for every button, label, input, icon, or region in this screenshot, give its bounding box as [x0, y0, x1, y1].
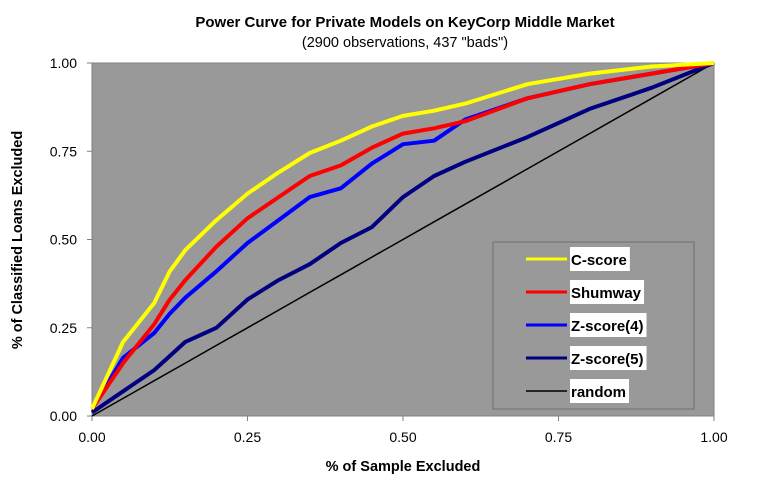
- y-tick-label: 0.25: [50, 320, 77, 336]
- x-tick-label: 0.50: [389, 429, 416, 445]
- series-line-random: [91, 62, 715, 417]
- legend-label-bg: [570, 280, 645, 304]
- legend-label: Shumway: [571, 285, 642, 302]
- chart-title: Power Curve for Private Models on KeyCor…: [195, 14, 614, 31]
- x-tick-label: 0.25: [234, 429, 261, 445]
- chart-subtitle: (2900 observations, 437 "bads"): [302, 35, 508, 51]
- y-tick-label: 0.75: [50, 143, 77, 159]
- series-lines: [90, 61, 715, 417]
- legend-label-bg: [570, 313, 647, 337]
- legend-label-bg: [570, 379, 630, 403]
- legend-label: Z-score(5): [571, 351, 644, 368]
- series-line-z-score-5-: [90, 61, 715, 415]
- series-line-shumway: [90, 61, 715, 411]
- y-axis: 0.00 0.25 0.50 0.75 1.00: [50, 55, 92, 424]
- x-axis-label: % of Sample Excluded: [326, 459, 481, 475]
- legend-label: random: [571, 384, 626, 401]
- x-tick-label: 1.00: [700, 429, 727, 445]
- x-tick-label: 0.75: [545, 429, 572, 445]
- x-tick-label: 0.00: [78, 429, 105, 445]
- series-line-c-score: [90, 61, 715, 410]
- x-axis: 0.00 0.25 0.50 0.75 1.00: [78, 416, 728, 445]
- legend-label-bg: [570, 247, 630, 271]
- y-tick-label: 0.00: [50, 408, 77, 424]
- y-tick-label: 1.00: [50, 55, 77, 71]
- y-axis-label: % of Classified Loans Excluded: [10, 131, 26, 349]
- legend-label: Z-score(4): [571, 318, 644, 335]
- legend-label: C-score: [571, 252, 627, 269]
- y-tick-label: 0.50: [50, 232, 77, 248]
- legend-label-bg: [570, 346, 647, 370]
- legend: C-score Shumway Z-score(4) Z-score(5) random: [492, 241, 695, 410]
